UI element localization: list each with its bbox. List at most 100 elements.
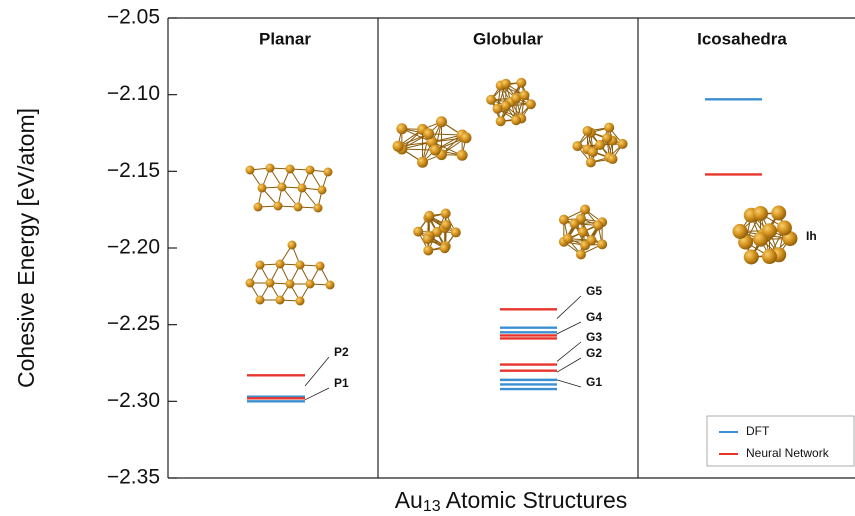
atom	[245, 165, 255, 175]
structure-label: G2	[586, 346, 602, 360]
atom	[460, 132, 472, 144]
atom	[277, 182, 287, 192]
leader-line	[556, 357, 582, 373]
atom	[439, 243, 450, 254]
cluster-images	[245, 77, 798, 306]
legend-label: Neural Network	[746, 446, 830, 460]
x-axis-title: Au13 Atomic Structures	[395, 487, 628, 515]
atom	[423, 245, 434, 256]
atom	[762, 249, 778, 265]
panel-title: Globular	[473, 29, 543, 48]
atom	[313, 203, 323, 213]
atom	[253, 202, 263, 212]
atom	[285, 279, 295, 289]
structure-label: P2	[334, 345, 349, 359]
atom	[771, 205, 787, 221]
atom	[743, 249, 759, 265]
legend-box	[706, 415, 855, 467]
atom	[295, 260, 305, 270]
atom	[255, 295, 265, 305]
atom	[569, 218, 580, 229]
atom	[492, 103, 503, 114]
atom	[450, 227, 461, 238]
y-axis-title: Cohesive Energy [eV/atom]	[13, 108, 39, 388]
y-tick-label: −2.15	[107, 159, 160, 182]
atom	[486, 94, 497, 105]
y-tick-label: −2.05	[107, 6, 160, 29]
x-title-rest: Atomic Structures	[441, 487, 628, 513]
atom	[285, 164, 295, 174]
atom	[424, 210, 435, 221]
x-title-base: Au	[395, 487, 423, 513]
structure-label: Ih	[806, 229, 817, 243]
atom	[617, 138, 628, 149]
leader-line	[556, 295, 582, 319]
leader-line	[304, 356, 330, 387]
atom	[325, 280, 335, 290]
atom	[580, 204, 591, 215]
leader-line	[556, 379, 582, 388]
atom	[315, 261, 325, 271]
atom	[525, 99, 536, 110]
y-tick-label: −2.25	[107, 312, 160, 335]
atom	[587, 147, 598, 158]
atom	[593, 220, 604, 231]
atom	[305, 165, 315, 175]
atom	[423, 128, 435, 140]
leader-line	[556, 321, 582, 335]
atom	[429, 144, 441, 156]
atom	[275, 295, 285, 305]
atom	[519, 90, 530, 101]
atom	[413, 226, 424, 237]
atom	[435, 116, 447, 128]
legend-label: DFT	[746, 424, 770, 438]
atom	[582, 125, 593, 136]
y-tick-label: −2.35	[107, 466, 160, 489]
leader-line	[304, 387, 330, 401]
atom	[752, 205, 768, 221]
atom	[578, 227, 588, 237]
atom	[275, 259, 285, 269]
atom	[732, 223, 748, 239]
panel-title: Planar	[259, 29, 311, 48]
atom	[595, 140, 605, 150]
atom	[422, 234, 433, 245]
atom	[440, 208, 451, 219]
atom	[585, 157, 596, 168]
atom	[597, 239, 608, 250]
atom	[255, 260, 265, 270]
leader-line	[556, 341, 582, 362]
structure-label: G5	[586, 284, 602, 298]
structure-label: G4	[586, 310, 602, 324]
atom	[575, 249, 586, 260]
atom	[432, 227, 442, 237]
atom	[257, 183, 267, 193]
atom	[396, 123, 408, 135]
atom	[604, 122, 615, 133]
atom	[295, 296, 305, 306]
atom	[265, 163, 275, 173]
y-tick-label: −2.30	[107, 389, 160, 412]
atom	[500, 100, 511, 111]
atom	[417, 156, 429, 168]
atom	[607, 154, 618, 165]
atom	[602, 132, 613, 143]
y-tick-label: −2.10	[107, 82, 160, 105]
atom	[511, 93, 522, 104]
atom	[495, 116, 506, 127]
structure-label: G1	[586, 375, 602, 389]
atom	[762, 223, 778, 239]
structure-label: G3	[586, 330, 602, 344]
atom	[273, 201, 283, 211]
atom	[456, 149, 468, 161]
atom	[317, 185, 327, 195]
bond	[401, 148, 436, 151]
atom	[562, 233, 573, 244]
atom	[500, 78, 511, 89]
atom	[511, 115, 522, 126]
x-title-subscript: 13	[423, 498, 441, 515]
atom	[265, 278, 275, 288]
atom	[516, 77, 527, 88]
atom	[586, 235, 597, 246]
